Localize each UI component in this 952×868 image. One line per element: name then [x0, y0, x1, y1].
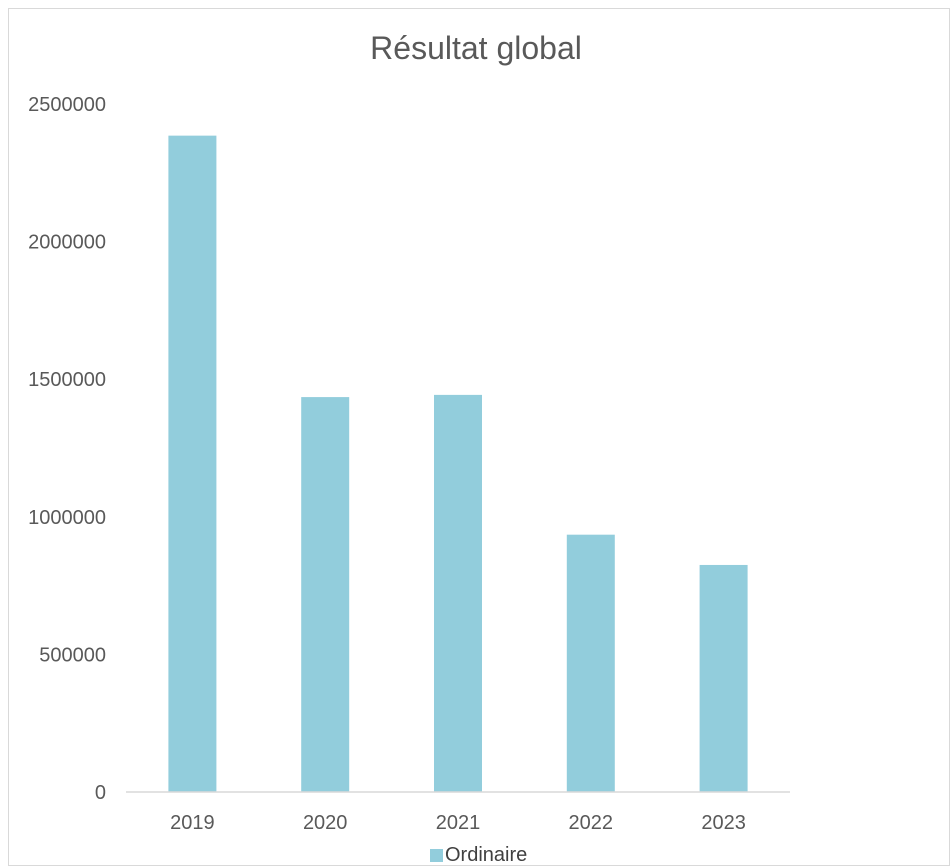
y-tick-label: 1000000: [28, 507, 106, 529]
x-tick-label: 2021: [436, 812, 481, 834]
x-tick-label: 2019: [170, 812, 215, 834]
y-tick-label: 500000: [39, 644, 106, 666]
legend-label-ordinaire: Ordinaire: [445, 843, 528, 866]
y-tick-label: 0: [95, 782, 106, 804]
bar-2022: [566, 534, 615, 792]
x-tick-label: 2022: [569, 812, 614, 834]
y-tick-label: 2500000: [28, 94, 106, 116]
bar-2019: [168, 135, 217, 792]
bar-2021: [434, 394, 482, 792]
y-axis-labels: 0 500000 1000000 1500000 2000000 2500000: [28, 94, 106, 804]
y-tick-label: 1500000: [28, 369, 106, 391]
legend-swatch: [430, 848, 443, 862]
bars: [168, 135, 748, 792]
x-tick-label: 2023: [701, 812, 746, 834]
bar-2023: [699, 564, 748, 792]
y-tick-label: 2000000: [28, 232, 106, 254]
chart-title: Résultat global: [370, 30, 582, 66]
x-tick-label: 2020: [303, 812, 348, 834]
legend: Ordinaire: [430, 843, 527, 867]
x-axis-labels: 2019 2020 2021 2022 2023: [170, 812, 746, 834]
bar-2020: [301, 397, 350, 792]
